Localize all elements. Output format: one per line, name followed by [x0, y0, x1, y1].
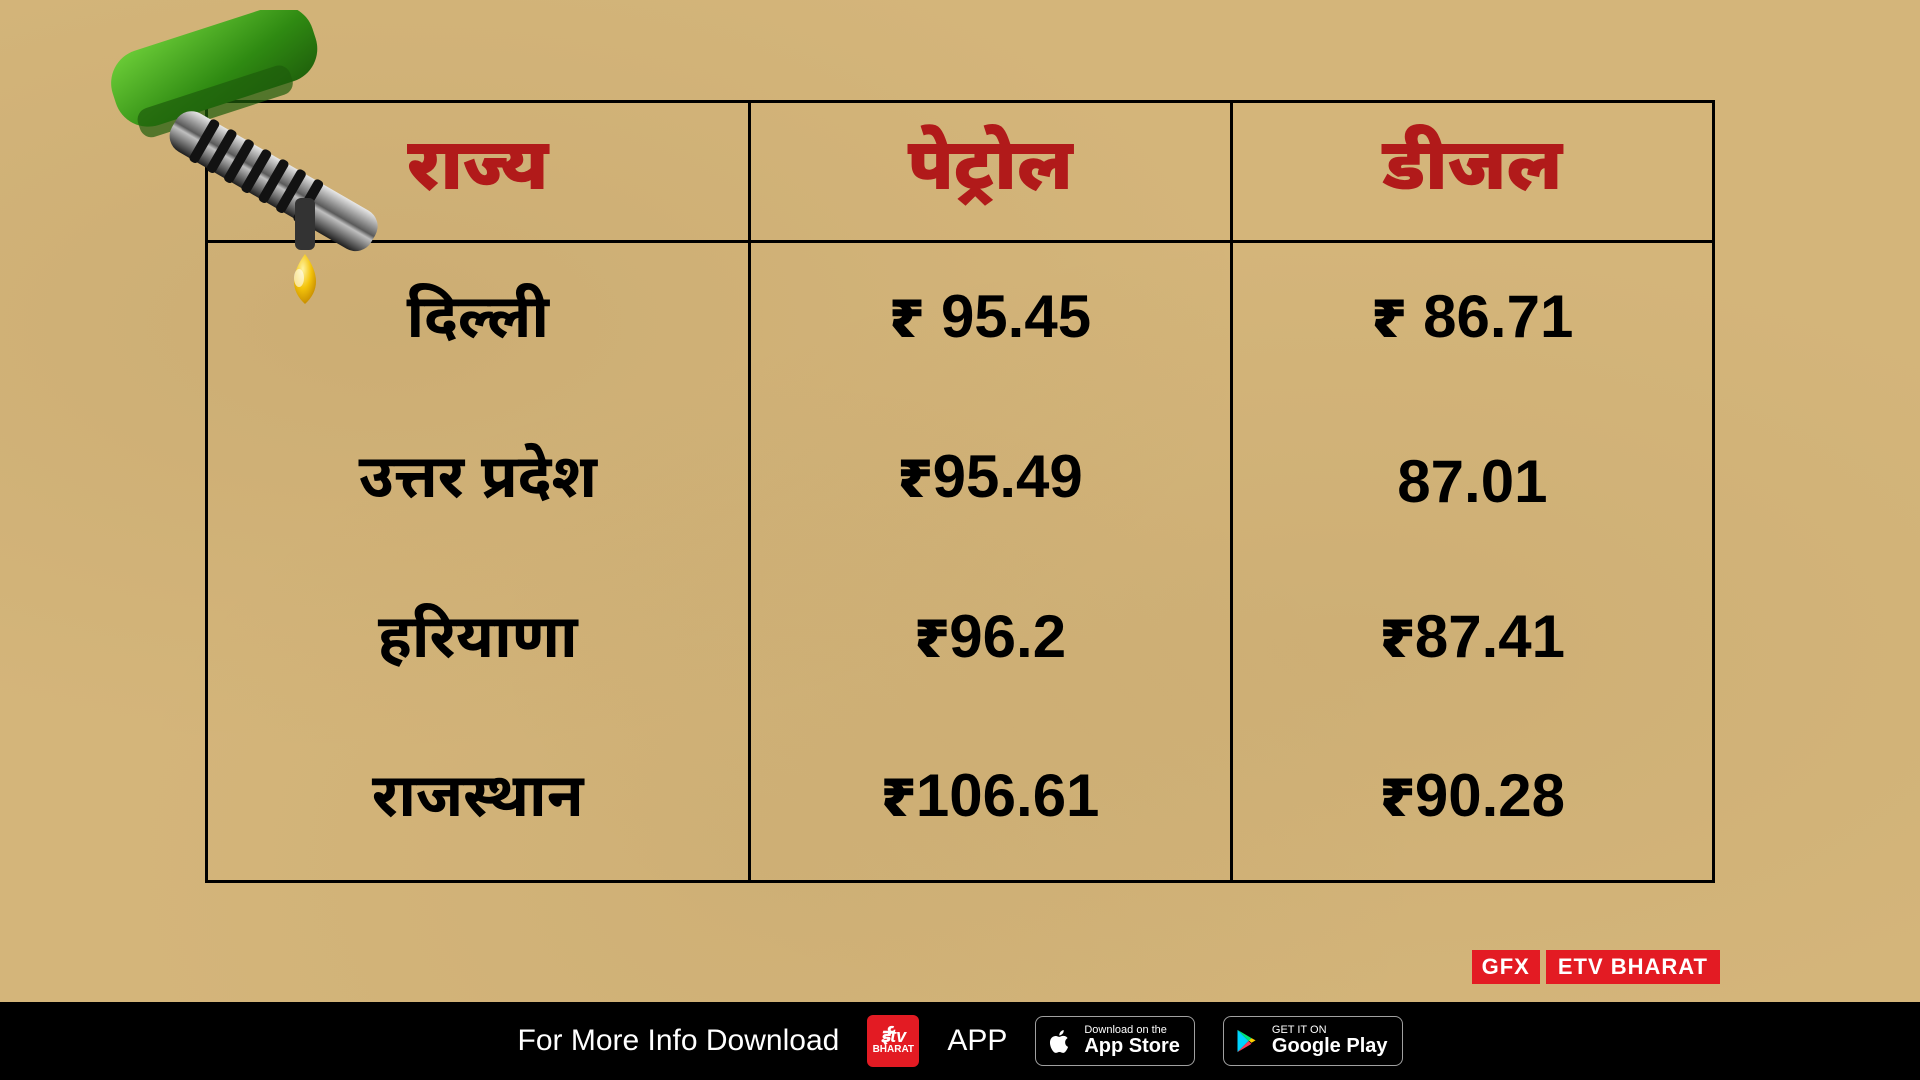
etv-bharat-label: ETV BHARAT — [1546, 950, 1720, 984]
table-row: हरियाणा ₹96.2 ₹87.41 — [207, 562, 1714, 722]
diesel-cell: ₹87.41 — [1231, 562, 1713, 722]
bottom-bar: For More Info Download ईtv BHARAT APP Do… — [0, 1002, 1920, 1080]
petrol-cell: ₹96.2 — [749, 562, 1231, 722]
app-store-button[interactable]: Download on the App Store — [1035, 1016, 1195, 1066]
state-cell: हरियाणा — [207, 562, 750, 722]
play-big: Google Play — [1272, 1036, 1388, 1057]
etv-bharat-logo-icon: ईtv BHARAT — [867, 1015, 919, 1067]
petrol-cell: ₹ 95.45 — [749, 242, 1231, 402]
fuel-nozzle-icon — [85, 10, 445, 310]
table-row: राजस्थान ₹106.61 ₹90.28 — [207, 722, 1714, 882]
diesel-cell: ₹ 86.71 — [1231, 242, 1713, 402]
header-diesel: डीजल — [1231, 102, 1713, 242]
header-petrol: पेट्रोल — [749, 102, 1231, 242]
diesel-cell: ₹90.28 — [1231, 722, 1713, 882]
diesel-cell: 87.01 — [1231, 402, 1713, 562]
apple-icon — [1046, 1027, 1074, 1055]
gfx-label: GFX — [1472, 950, 1540, 984]
petrol-cell: ₹106.61 — [749, 722, 1231, 882]
app-word: APP — [947, 1024, 1007, 1058]
gfx-credit-badge: GFX ETV BHARAT — [1472, 950, 1720, 984]
google-play-icon — [1234, 1027, 1262, 1055]
table-row: उत्तर प्रदेश ₹95.49 87.01 — [207, 402, 1714, 562]
state-cell: राजस्थान — [207, 722, 750, 882]
petrol-cell: ₹95.49 — [749, 402, 1231, 562]
google-play-button[interactable]: GET IT ON Google Play — [1223, 1016, 1403, 1066]
download-lead-text: For More Info Download — [518, 1024, 840, 1058]
appstore-big: App Store — [1084, 1036, 1180, 1057]
state-cell: उत्तर प्रदेश — [207, 402, 750, 562]
